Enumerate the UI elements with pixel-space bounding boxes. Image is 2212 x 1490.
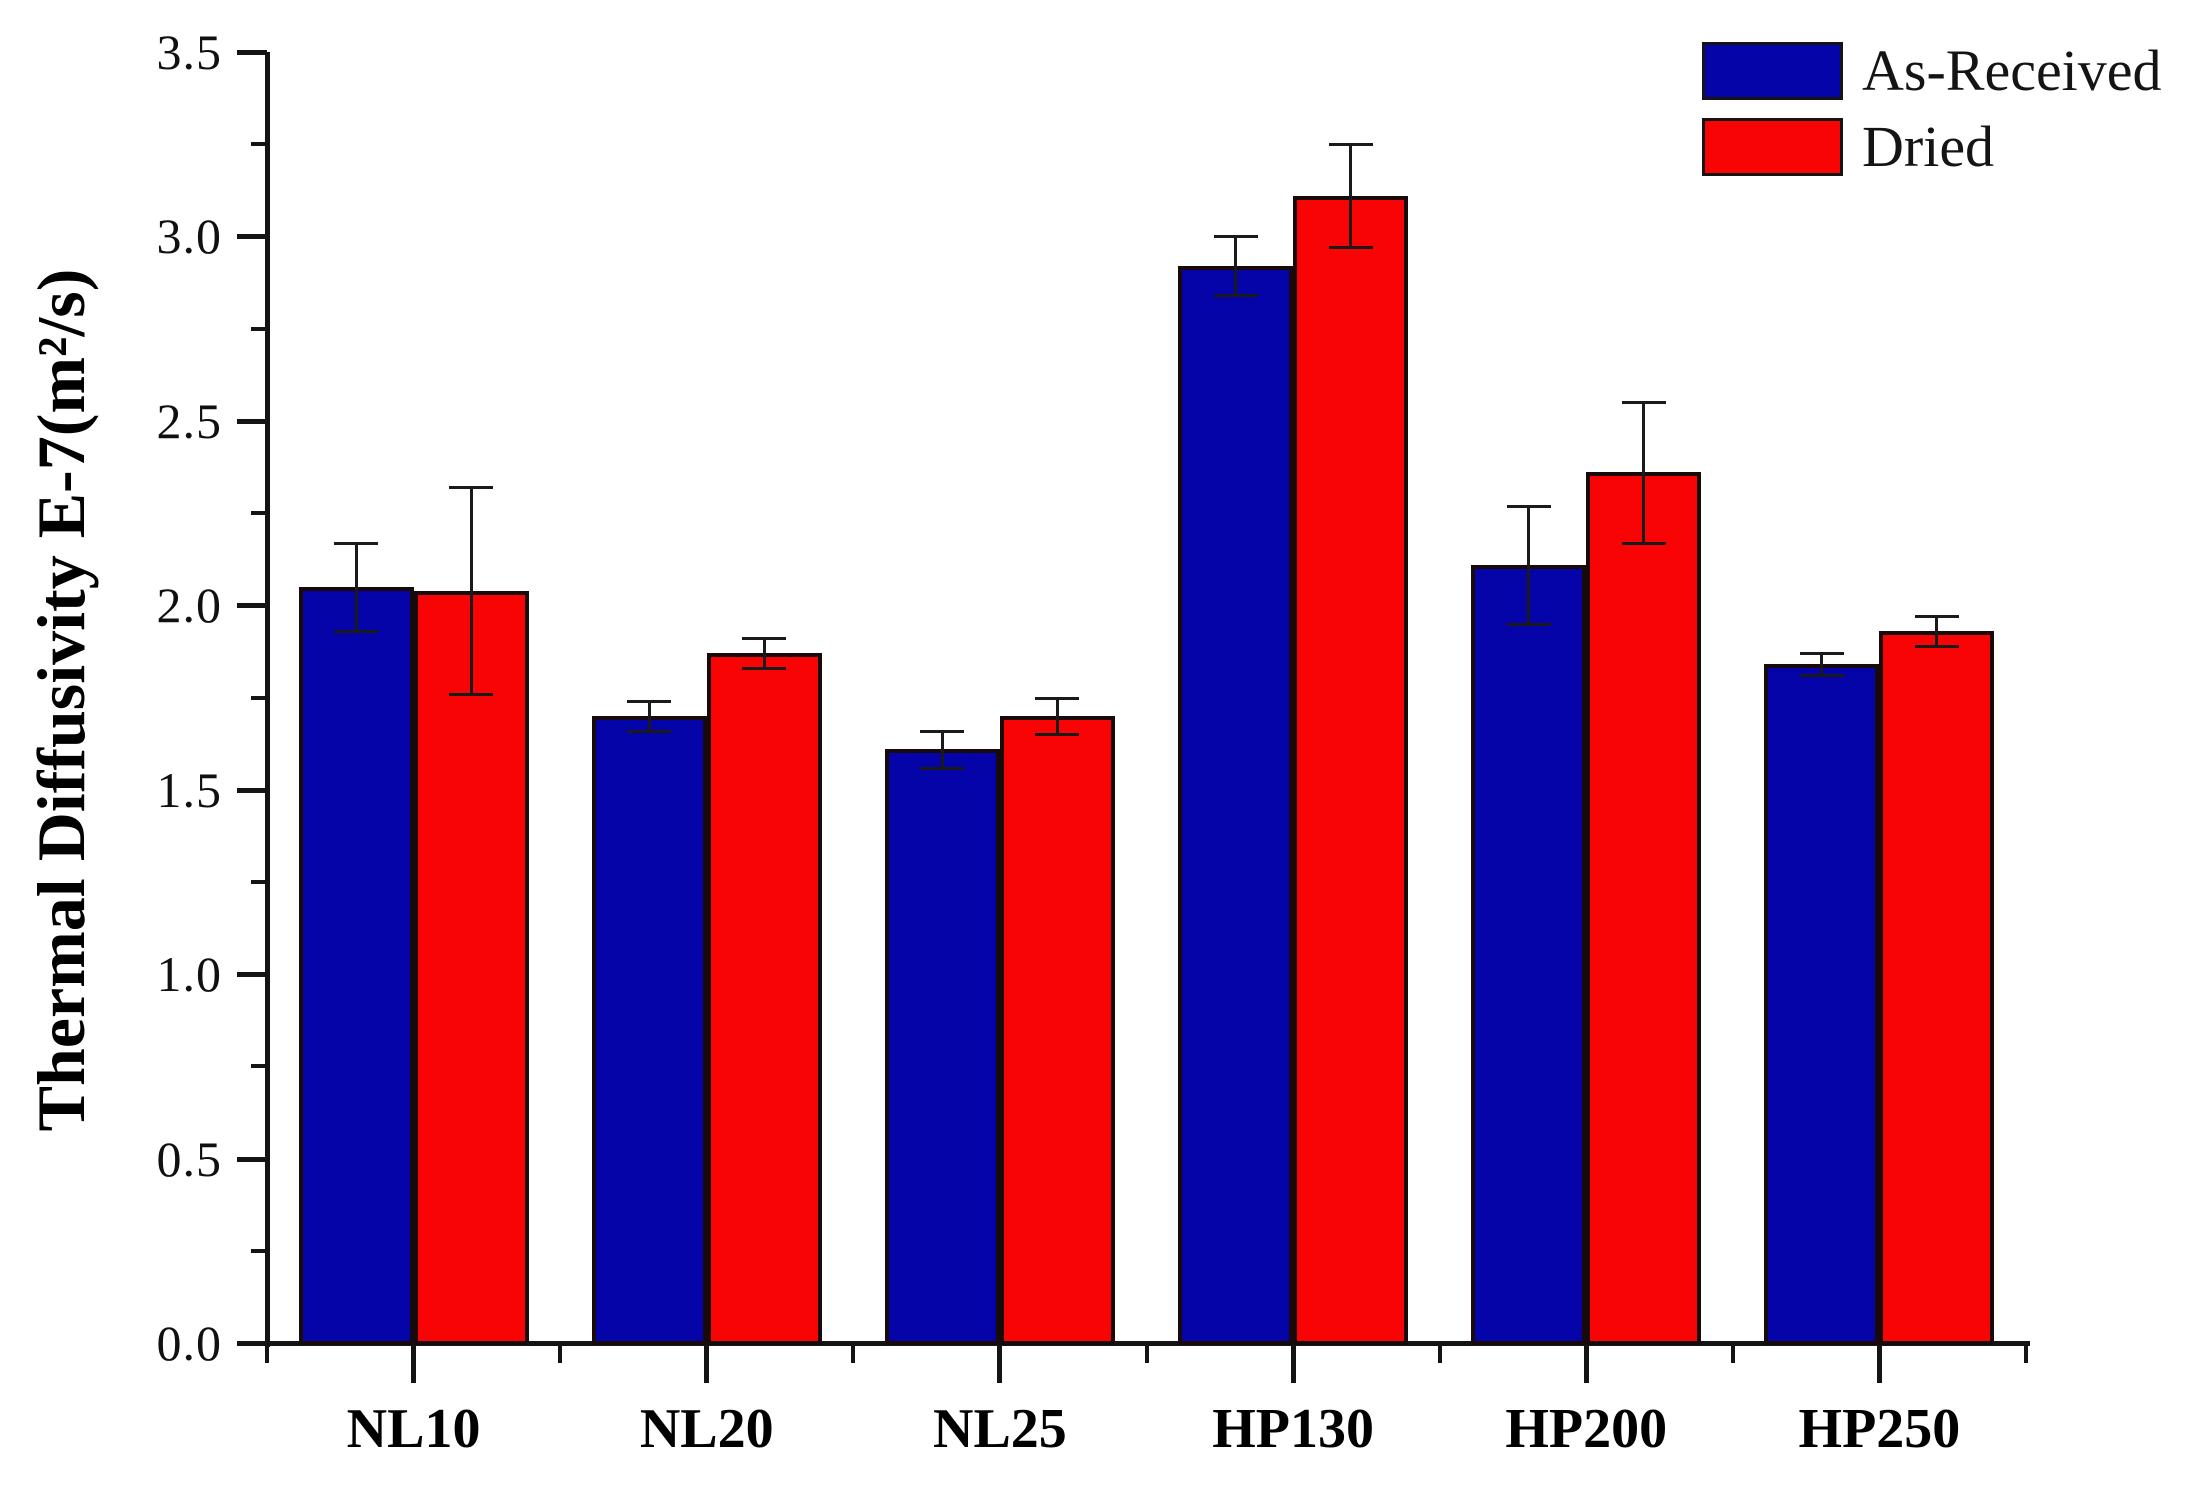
y-minor-tick [251, 1064, 267, 1069]
bar-dried-nl25 [999, 715, 1115, 1345]
error-bar-cap-top [1328, 143, 1373, 147]
bar-as-received-hp250 [1764, 664, 1880, 1345]
error-bar-line [647, 701, 651, 731]
y-tick-label: 1.0 [156, 946, 222, 1003]
error-bar-cap-bottom [920, 766, 965, 770]
y-major-tick [237, 418, 267, 424]
error-bar-cap-top [1799, 652, 1844, 656]
bar-as-received-nl25 [884, 749, 1000, 1345]
x-category-label-nl10: NL10 [346, 1398, 481, 1460]
x-major-tick [704, 1345, 710, 1383]
bar-dried-hp250 [1879, 631, 1995, 1345]
error-bar-line [940, 730, 944, 768]
error-bar-cap-bottom [1914, 644, 1959, 648]
error-bar-cap-bottom [1799, 674, 1844, 678]
y-major-tick [237, 972, 267, 978]
bar-as-received-hp200 [1471, 564, 1587, 1345]
error-bar-cap-bottom [1035, 733, 1080, 737]
bar-dried-nl10 [413, 590, 529, 1345]
error-bar-line [1527, 505, 1531, 624]
x-minor-tick [265, 1345, 269, 1363]
error-bar-cap-top [627, 700, 672, 704]
error-bar-line [1820, 653, 1824, 676]
error-bar-cap-top [1621, 401, 1666, 405]
bar-as-received-nl20 [591, 715, 707, 1345]
y-tick-label: 3.5 [156, 24, 222, 80]
x-category-label-hp130: HP130 [1212, 1398, 1374, 1460]
y-minor-tick [251, 695, 267, 700]
y-minor-tick [251, 511, 267, 516]
y-major-tick [237, 1341, 267, 1346]
bar-dried-hp200 [1586, 472, 1702, 1345]
error-bar-line [762, 638, 766, 668]
legend-label-dried: Dried [1862, 114, 1995, 179]
error-bar-line [469, 487, 473, 694]
error-bar-line [1055, 697, 1059, 735]
error-bar-cap-top [1213, 235, 1258, 239]
error-bar-cap-top [742, 637, 787, 641]
error-bar-line [1234, 236, 1238, 296]
error-bar-cap-bottom [449, 692, 494, 696]
error-bar-cap-top [449, 486, 494, 490]
error-bar-cap-bottom [334, 630, 379, 634]
y-major-tick [237, 1156, 267, 1162]
y-tick-label: 0.5 [156, 1130, 222, 1187]
bar-as-received-hp130 [1178, 265, 1294, 1345]
y-major-tick [237, 50, 267, 55]
error-bar-cap-top [334, 541, 379, 545]
x-category-label-nl20: NL20 [639, 1398, 774, 1460]
x-category-label-nl25: NL25 [933, 1398, 1067, 1460]
x-minor-tick [1730, 1345, 1735, 1363]
x-axis-line [265, 1341, 2030, 1346]
error-bar-cap-bottom [1506, 622, 1551, 626]
legend-swatch-as-received [1702, 42, 1843, 100]
error-bar-line [1642, 402, 1646, 543]
error-bar-cap-top [1914, 615, 1959, 619]
x-minor-tick [851, 1345, 856, 1363]
bar-dried-hp130 [1293, 195, 1409, 1345]
legend-swatch-dried [1702, 118, 1843, 176]
x-minor-tick [2024, 1345, 2028, 1363]
y-minor-tick [251, 879, 267, 884]
legend-label-as-received: As-Received [1862, 38, 2162, 103]
error-bar-line [1935, 616, 1939, 646]
y-tick-label: 2.0 [156, 577, 222, 634]
y-tick-label: 2.5 [156, 392, 222, 449]
x-minor-tick [1144, 1345, 1149, 1363]
x-category-label-hp250: HP250 [1798, 1398, 1961, 1460]
error-bar-cap-bottom [1621, 541, 1666, 545]
bar-dried-nl20 [706, 653, 822, 1345]
y-major-tick [237, 603, 267, 609]
x-major-tick [411, 1345, 417, 1383]
x-category-label-hp200: HP200 [1505, 1398, 1668, 1460]
y-axis-line [265, 52, 270, 1347]
x-major-tick [1876, 1345, 1882, 1383]
error-bar-cap-bottom [1328, 246, 1373, 250]
y-axis-title: Thermal Diffusivity E-7(m²/s) [23, 268, 99, 1132]
y-major-tick [237, 787, 267, 793]
error-bar-cap-top [1035, 696, 1080, 700]
y-major-tick [237, 234, 267, 240]
error-bar-line [1349, 144, 1353, 248]
y-minor-tick [251, 1248, 267, 1253]
error-bar-cap-bottom [742, 666, 787, 670]
y-minor-tick [251, 142, 267, 147]
x-minor-tick [1437, 1345, 1442, 1363]
y-tick-label: 0.0 [156, 1315, 222, 1371]
error-bar-cap-top [1506, 504, 1551, 508]
error-bar-cap-bottom [627, 729, 672, 733]
y-tick-label: 1.5 [156, 761, 222, 818]
x-minor-tick [558, 1345, 563, 1363]
bar-as-received-nl10 [298, 586, 414, 1345]
error-bar-cap-top [920, 729, 965, 733]
x-major-tick [1290, 1345, 1296, 1383]
x-major-tick [1583, 1345, 1589, 1383]
y-minor-tick [251, 326, 267, 331]
error-bar-cap-bottom [1213, 294, 1258, 298]
error-bar-line [354, 542, 358, 632]
y-tick-label: 3.0 [156, 208, 222, 265]
x-major-tick [997, 1345, 1003, 1383]
